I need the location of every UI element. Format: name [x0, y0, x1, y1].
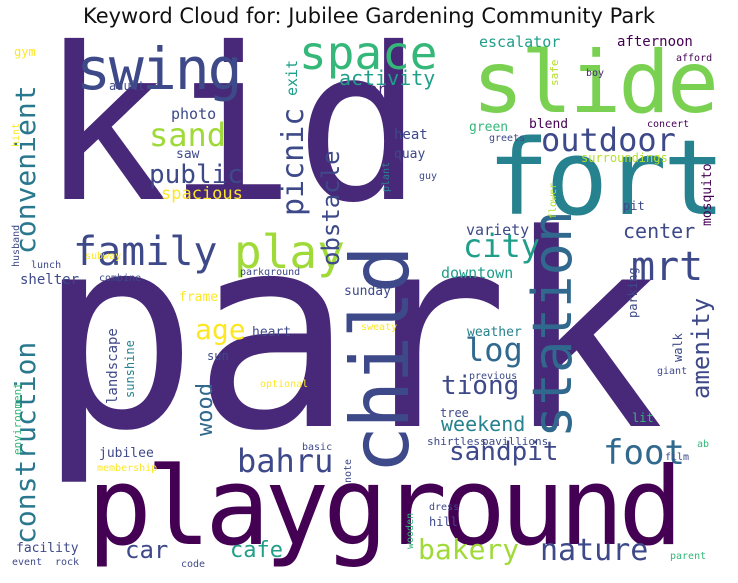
word-parking: parking — [626, 267, 640, 318]
word-combine: combine — [99, 273, 142, 284]
word-walk: walk — [671, 333, 685, 362]
word-family: family — [73, 229, 218, 275]
word-code: code — [181, 559, 206, 570]
word-parent: parent — [670, 551, 707, 562]
word-escalator: escalator — [479, 34, 561, 51]
word-frame: frame — [179, 290, 219, 305]
word-lit: lit — [632, 411, 654, 425]
word-blend: blend — [529, 117, 569, 132]
word-photo: photo — [171, 105, 217, 123]
word-nature: nature — [540, 533, 649, 568]
word-cafe: cafe — [230, 538, 283, 563]
word-pavillions: pavillions — [482, 435, 549, 448]
word-hint: hint — [11, 122, 22, 147]
word-tree: tree — [440, 406, 469, 420]
word-lunch: lunch — [31, 260, 62, 271]
word-play: play — [234, 225, 345, 279]
word-wooden: wooden — [405, 512, 416, 549]
word-child: child — [334, 248, 427, 474]
word-environment: environment — [11, 382, 24, 455]
word-subway: subway — [85, 251, 122, 262]
word-bahru: bahru — [237, 442, 334, 480]
word-guy: guy — [419, 171, 438, 182]
word-ab: ab — [697, 439, 710, 450]
word-cloud: kid park playground fort slide child swi… — [9, 34, 729, 579]
word-downtown: downtown — [441, 264, 514, 282]
word-exit: exit — [283, 59, 301, 96]
word-spacious: spacious — [161, 184, 243, 204]
word-rock: rock — [55, 557, 80, 568]
word-green: green — [469, 120, 509, 135]
word-afternoon: afternoon — [617, 34, 693, 50]
word-amenity: amenity — [687, 297, 715, 399]
word-afford: afford — [676, 53, 713, 64]
word-playground: playground — [87, 445, 683, 570]
word-parkground: parkground — [240, 267, 301, 278]
word-sweaty: sweaty — [361, 322, 398, 333]
word-hill: hill — [429, 515, 458, 529]
word-obstacle: obstacle — [317, 150, 345, 266]
word-pit: pit — [623, 199, 645, 213]
word-dress: dress — [429, 502, 460, 513]
word-giant: giant — [657, 366, 688, 377]
word-quay: quay — [394, 147, 426, 162]
word-shirtless: shirtless — [427, 435, 487, 448]
word-sandpit: sandpit — [449, 437, 559, 467]
word-greets: greets — [489, 133, 526, 144]
word-event: event — [12, 557, 43, 568]
word-park: park — [37, 178, 664, 490]
word-foot: foot — [603, 433, 685, 473]
word-concert: concert — [647, 119, 690, 130]
word-jubilee: jubilee — [99, 446, 154, 461]
word-log: log — [465, 331, 523, 369]
word-variety: variety — [466, 221, 530, 239]
word-weekend: weekend — [441, 412, 526, 436]
word-landscape: landscape — [105, 328, 121, 404]
word-fort: fort — [487, 117, 725, 239]
word-optional: optional — [260, 379, 309, 390]
word-surroundings: surroundings — [581, 151, 668, 165]
word-picnic: picnic — [276, 107, 311, 216]
word-activity: activity — [339, 66, 436, 90]
word-sand: sand — [149, 116, 227, 154]
word-note: note — [343, 458, 354, 483]
word-facility: facility — [16, 541, 79, 556]
word-plant: plant — [381, 161, 392, 192]
word-husband: husband — [11, 224, 22, 267]
word-previous: previous — [469, 371, 518, 382]
word-kid: kid — [40, 34, 423, 249]
word-safe: safe — [548, 59, 561, 87]
word-adult: adult — [109, 79, 146, 93]
word-gym: gym — [14, 45, 36, 59]
word-age: age — [195, 313, 246, 346]
word-sunshine: sunshine — [123, 340, 137, 398]
word-swing: swing — [76, 35, 243, 103]
word-membership: membership — [97, 463, 158, 474]
word-sunday: sunday — [344, 284, 391, 299]
word-sun: sun — [207, 349, 229, 363]
word-heart: heart — [252, 325, 292, 340]
word-wood: wood — [193, 383, 218, 436]
word-tiong: tiong — [441, 371, 520, 401]
word-space: space — [299, 34, 438, 80]
word-shelter: shelter — [20, 272, 80, 288]
word-mrt: mrt — [631, 244, 704, 290]
word-city: city — [463, 227, 541, 265]
word-slide: slide — [472, 34, 719, 133]
word-public: public — [149, 160, 243, 190]
word-film: film — [665, 452, 690, 463]
word-scenery: scenery — [332, 80, 396, 98]
word-boy: boy — [586, 68, 605, 79]
word-weather: weather — [467, 325, 522, 340]
chart-title: Keyword Cloud for: Jubilee Gardening Com… — [82, 4, 655, 28]
word-mosquito: mosquito — [700, 163, 715, 226]
word-outdoor: outdoor — [541, 121, 676, 159]
word-car: car — [125, 536, 169, 564]
word-heat: heat — [394, 127, 428, 143]
word-center: center — [623, 219, 696, 243]
word-saw: saw — [176, 147, 200, 162]
word-basic: basic — [302, 442, 333, 453]
word-flower: flower — [548, 182, 559, 219]
word-bakery: bakery — [418, 533, 520, 566]
